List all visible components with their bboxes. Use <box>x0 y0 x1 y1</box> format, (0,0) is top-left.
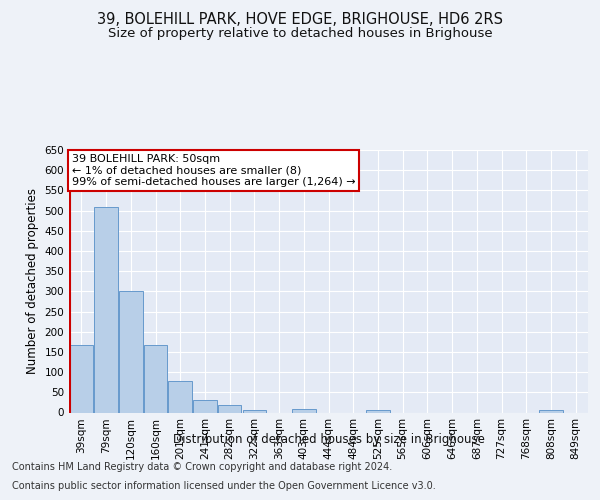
Bar <box>218 405 241 412</box>
Y-axis label: Number of detached properties: Number of detached properties <box>26 188 39 374</box>
Bar <box>539 410 563 412</box>
Text: 39, BOLEHILL PARK, HOVE EDGE, BRIGHOUSE, HD6 2RS: 39, BOLEHILL PARK, HOVE EDGE, BRIGHOUSE,… <box>97 12 503 28</box>
Bar <box>119 290 143 412</box>
Text: Distribution of detached houses by size in Brighouse: Distribution of detached houses by size … <box>173 432 485 446</box>
Bar <box>70 344 93 412</box>
Text: Contains public sector information licensed under the Open Government Licence v3: Contains public sector information licen… <box>12 481 436 491</box>
Text: Size of property relative to detached houses in Brighouse: Size of property relative to detached ho… <box>107 28 493 40</box>
Bar <box>94 206 118 412</box>
Bar <box>169 381 192 412</box>
Text: 39 BOLEHILL PARK: 50sqm
← 1% of detached houses are smaller (8)
99% of semi-deta: 39 BOLEHILL PARK: 50sqm ← 1% of detached… <box>71 154 355 187</box>
Bar <box>292 410 316 412</box>
Bar <box>144 344 167 412</box>
Bar <box>242 410 266 412</box>
Bar <box>193 400 217 412</box>
Bar <box>366 410 389 412</box>
Text: Contains HM Land Registry data © Crown copyright and database right 2024.: Contains HM Land Registry data © Crown c… <box>12 462 392 472</box>
